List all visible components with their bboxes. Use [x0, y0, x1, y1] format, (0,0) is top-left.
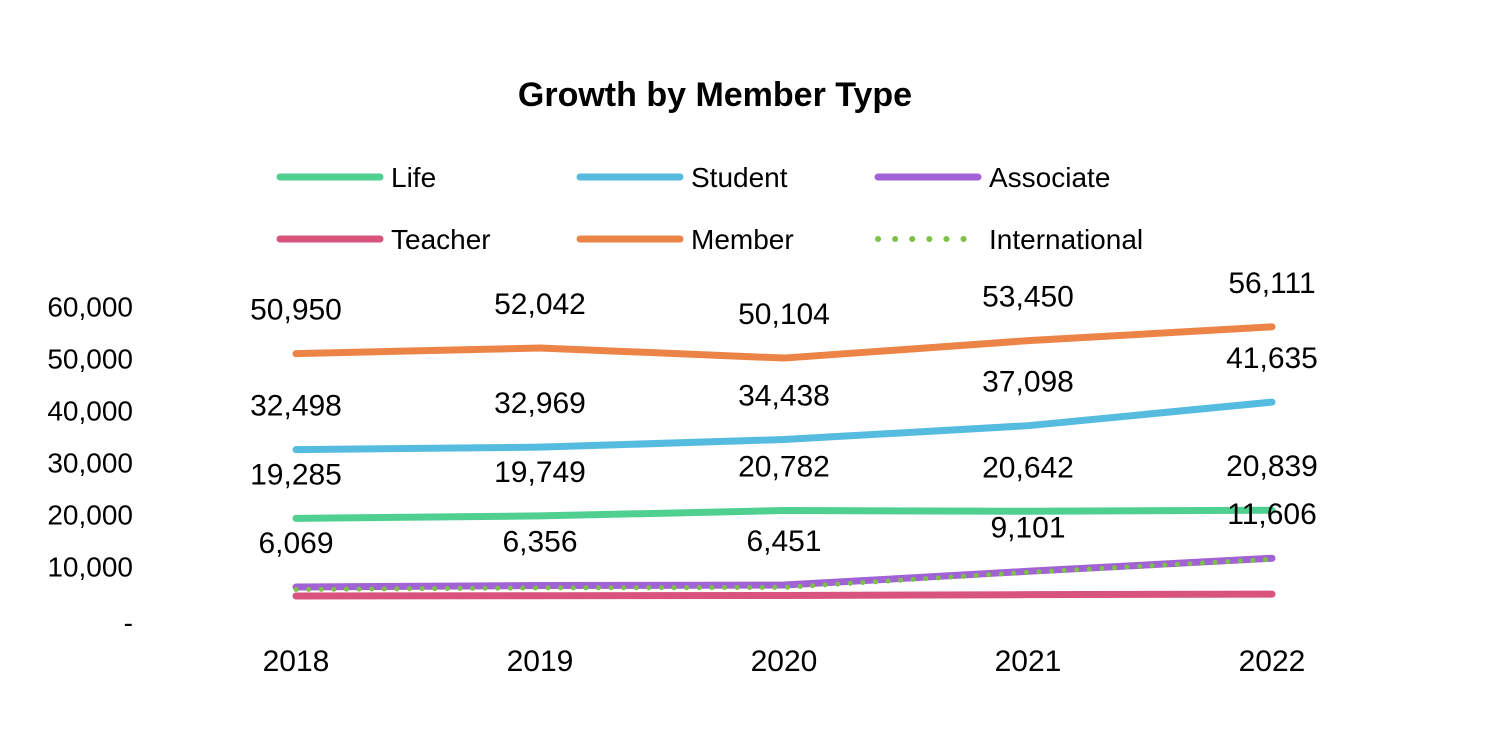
y-tick-label: - — [124, 608, 133, 639]
legend-label: Member — [691, 224, 794, 255]
data-label: 37,098 — [982, 366, 1074, 399]
data-label: 20,782 — [738, 451, 830, 484]
data-label: 50,104 — [738, 298, 830, 331]
data-label: 11,606 — [1227, 498, 1317, 531]
data-label: 9,101 — [990, 511, 1065, 544]
legend-label: International — [989, 224, 1143, 255]
data-label: 41,635 — [1226, 342, 1318, 375]
x-tick-label: 2019 — [507, 645, 574, 678]
y-tick-label: 40,000 — [47, 396, 133, 427]
y-tick-label: 10,000 — [47, 552, 133, 583]
data-label: 20,839 — [1226, 450, 1318, 483]
data-label: 19,285 — [250, 458, 342, 491]
x-tick-label: 2018 — [263, 645, 330, 678]
legend-item-student: Student — [576, 162, 788, 193]
x-axis: 2018 2019 2020 2021 2022 — [263, 645, 1306, 678]
x-tick-label: 2020 — [751, 645, 818, 678]
series-line-member — [292, 323, 1276, 362]
data-label: 32,969 — [494, 387, 586, 420]
x-tick-label: 2022 — [1239, 645, 1306, 678]
data-labels: 19,285 19,749 20,782 20,642 20,839 32,498 32,9… — [250, 267, 1318, 560]
series-line-teacher — [292, 590, 1276, 600]
y-tick-label: 30,000 — [47, 448, 133, 479]
y-tick-label: 50,000 — [47, 344, 133, 375]
series-lines — [292, 323, 1276, 600]
data-label: 6,356 — [502, 526, 577, 559]
legend-label: Associate — [989, 162, 1110, 193]
y-axis: - 10,000 20,000 30,000 40,000 50,000 60,000 — [47, 292, 133, 639]
chart-title: Growth by Member Type — [518, 76, 912, 114]
data-label: 19,749 — [494, 456, 586, 489]
data-label: 34,438 — [738, 380, 830, 413]
legend-item-international: International — [875, 224, 1143, 255]
legend: Life Student Associate Teacher Member Interna… — [276, 162, 1143, 255]
legend-label: Life — [391, 162, 436, 193]
data-label: 6,451 — [746, 525, 821, 558]
data-label: 52,042 — [494, 288, 586, 321]
legend-item-teacher: Teacher — [276, 224, 491, 255]
data-label: 6,069 — [258, 527, 333, 560]
legend-label: Student — [691, 162, 788, 193]
legend-item-life: Life — [276, 162, 436, 193]
legend-item-associate: Associate — [874, 162, 1110, 193]
data-label: 53,450 — [982, 281, 1074, 314]
data-label: 56,111 — [1228, 267, 1315, 300]
y-tick-label: 60,000 — [47, 292, 133, 323]
series-line-student — [292, 398, 1276, 454]
series-line-international — [293, 556, 1275, 592]
data-label: 20,642 — [982, 451, 1074, 484]
series-line-associate — [292, 554, 1276, 591]
series-line-life — [292, 506, 1276, 522]
legend-item-member: Member — [576, 224, 794, 255]
legend-label: Teacher — [391, 224, 491, 255]
data-label: 50,950 — [250, 294, 342, 327]
x-tick-label: 2021 — [995, 645, 1062, 678]
y-tick-label: 20,000 — [47, 500, 133, 531]
data-label: 32,498 — [250, 390, 342, 423]
